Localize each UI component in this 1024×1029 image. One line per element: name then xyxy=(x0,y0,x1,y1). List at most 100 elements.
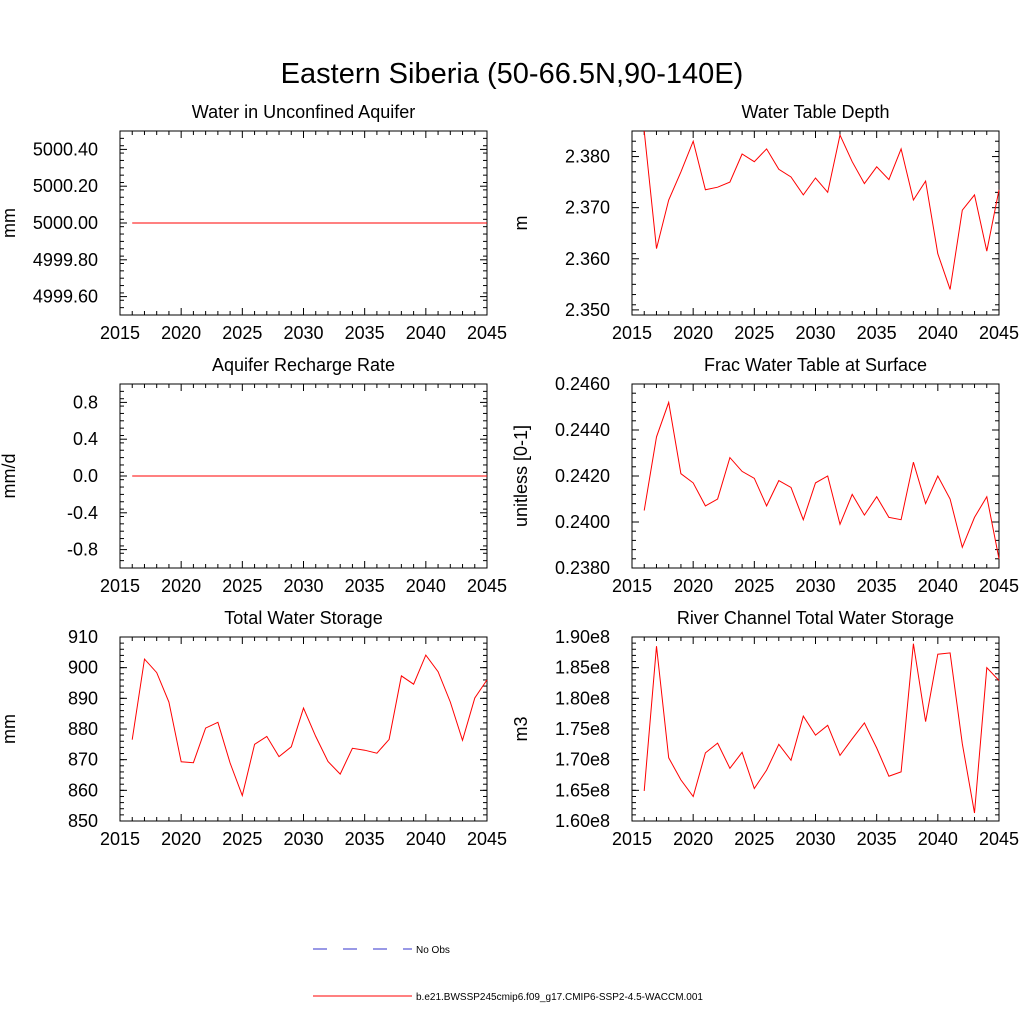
x-tick-label: 2040 xyxy=(918,576,958,596)
panel-title: Aquifer Recharge Rate xyxy=(212,355,395,375)
y-axis-label: unitless [0-1] xyxy=(511,425,531,527)
panel-frame xyxy=(631,130,1000,316)
y-tick-label: 1.60e8 xyxy=(555,811,610,831)
y-tick-label: 910 xyxy=(68,627,98,647)
x-tick-label: 2030 xyxy=(795,829,835,849)
panel-5: Total Water Storage mm 2015 2020 2025 2030 203… xyxy=(0,608,507,849)
y-tick-label: 0.4 xyxy=(73,429,98,449)
y-tick-label: 5000.00 xyxy=(33,213,98,233)
x-tick-label: 2020 xyxy=(673,576,713,596)
panel-6: River Channel Total Water Storage m3 2015 2… xyxy=(511,608,1019,849)
y-tick-label: 870 xyxy=(68,750,98,770)
y-tick-label: 1.75e8 xyxy=(555,719,610,739)
x-tick-label: 2035 xyxy=(345,323,385,343)
x-tick-label: 2015 xyxy=(100,576,140,596)
x-tick-label: 2045 xyxy=(979,576,1019,596)
x-tick-label: 2035 xyxy=(345,576,385,596)
x-tick-label: 2040 xyxy=(918,323,958,343)
x-tick-label: 2045 xyxy=(467,576,507,596)
y-tick-label: 1.70e8 xyxy=(555,750,610,770)
panel-title: Total Water Storage xyxy=(224,608,382,628)
panel-1: Water in Unconfined Aquifer mm 2015 2020 202… xyxy=(0,102,507,343)
y-axis-label: mm/d xyxy=(0,454,19,499)
y-tick-label: 0.2460 xyxy=(555,374,610,394)
x-tick-label: 2020 xyxy=(673,829,713,849)
y-tick-label: 1.80e8 xyxy=(555,688,610,708)
panel-title: Frac Water Table at Surface xyxy=(704,355,927,375)
y-tick-label: 860 xyxy=(68,780,98,800)
y-tick-label: 880 xyxy=(68,719,98,739)
x-tick-label: 2030 xyxy=(283,576,323,596)
x-tick-label: 2040 xyxy=(406,323,446,343)
y-tick-label: 0.8 xyxy=(73,392,98,412)
y-axis-label: mm xyxy=(0,714,19,744)
legend-model-label: b.e21.BWSSP245cmip6.f09_g17.CMIP6-SSP2-4… xyxy=(416,992,703,1003)
panel-title: River Channel Total Water Storage xyxy=(677,608,954,628)
x-tick-label: 2015 xyxy=(612,576,652,596)
legend: No Obs b.e21.BWSSP245cmip6.f09_g17.CMIP6… xyxy=(313,945,703,1003)
x-tick-label: 2025 xyxy=(734,576,774,596)
y-tick-label: 2.360 xyxy=(565,249,610,269)
series-line xyxy=(131,654,488,798)
y-axis-label: mm xyxy=(0,208,19,238)
panel-4: Frac Water Table at Surface unitless [0-1… xyxy=(511,355,1019,596)
x-tick-label: 2015 xyxy=(612,829,652,849)
panel-frame xyxy=(119,636,488,822)
x-tick-label: 2020 xyxy=(161,829,201,849)
y-axis-label: m3 xyxy=(511,716,531,741)
panel-2: Water Table Depth m 2015 2020 2025 2030 2035 20… xyxy=(511,102,1019,343)
panel-3: Aquifer Recharge Rate mm/d 2015 2020 2025 203… xyxy=(0,355,507,596)
series-line xyxy=(643,400,1000,559)
legend-obs-label: No Obs xyxy=(416,945,450,956)
y-tick-label: 1.90e8 xyxy=(555,627,610,647)
x-tick-label: 2045 xyxy=(467,323,507,343)
x-tick-label: 2025 xyxy=(222,576,262,596)
x-tick-label: 2030 xyxy=(795,576,835,596)
x-tick-label: 2035 xyxy=(345,829,385,849)
panel-title: Water in Unconfined Aquifer xyxy=(192,102,415,122)
x-tick-label: 2025 xyxy=(222,829,262,849)
x-tick-label: 2040 xyxy=(918,829,958,849)
y-tick-label: 5000.40 xyxy=(33,139,98,159)
x-tick-label: 2020 xyxy=(161,323,201,343)
x-tick-label: 2015 xyxy=(100,829,140,849)
panel-frame xyxy=(631,383,1000,569)
panels-group: Water in Unconfined Aquifer mm 2015 2020 202… xyxy=(0,102,1019,849)
x-tick-label: 2045 xyxy=(979,829,1019,849)
y-tick-label: 4999.60 xyxy=(33,287,98,307)
x-tick-label: 2030 xyxy=(795,323,835,343)
x-tick-label: 2030 xyxy=(283,829,323,849)
panel-frame xyxy=(631,636,1000,822)
x-tick-label: 2035 xyxy=(857,829,897,849)
x-tick-label: 2020 xyxy=(161,576,201,596)
y-tick-label: -0.8 xyxy=(67,540,98,560)
y-tick-label: 0.2420 xyxy=(555,466,610,486)
y-tick-label: 5000.20 xyxy=(33,176,98,196)
x-tick-label: 2025 xyxy=(222,323,262,343)
y-tick-label: 850 xyxy=(68,811,98,831)
y-tick-label: 0.2440 xyxy=(555,420,610,440)
y-tick-label: 2.380 xyxy=(565,147,610,167)
x-tick-label: 2040 xyxy=(406,576,446,596)
y-tick-label: 0.2380 xyxy=(555,558,610,578)
page-title: Eastern Siberia (50-66.5N,90-140E) xyxy=(281,58,744,90)
x-tick-label: 2040 xyxy=(406,829,446,849)
series-line xyxy=(643,130,1000,290)
y-tick-label: 1.85e8 xyxy=(555,658,610,678)
x-tick-label: 2025 xyxy=(734,323,774,343)
y-tick-label: 0.2400 xyxy=(555,512,610,532)
series-line xyxy=(643,643,1000,814)
y-tick-label: 1.65e8 xyxy=(555,780,610,800)
x-tick-label: 2045 xyxy=(467,829,507,849)
y-tick-label: 900 xyxy=(68,658,98,678)
y-tick-label: 890 xyxy=(68,688,98,708)
x-tick-label: 2015 xyxy=(612,323,652,343)
panel-title: Water Table Depth xyxy=(741,102,889,122)
y-tick-label: 4999.80 xyxy=(33,250,98,270)
x-tick-label: 2020 xyxy=(673,323,713,343)
x-tick-label: 2045 xyxy=(979,323,1019,343)
y-tick-label: 0.0 xyxy=(73,466,98,486)
x-tick-label: 2030 xyxy=(283,323,323,343)
